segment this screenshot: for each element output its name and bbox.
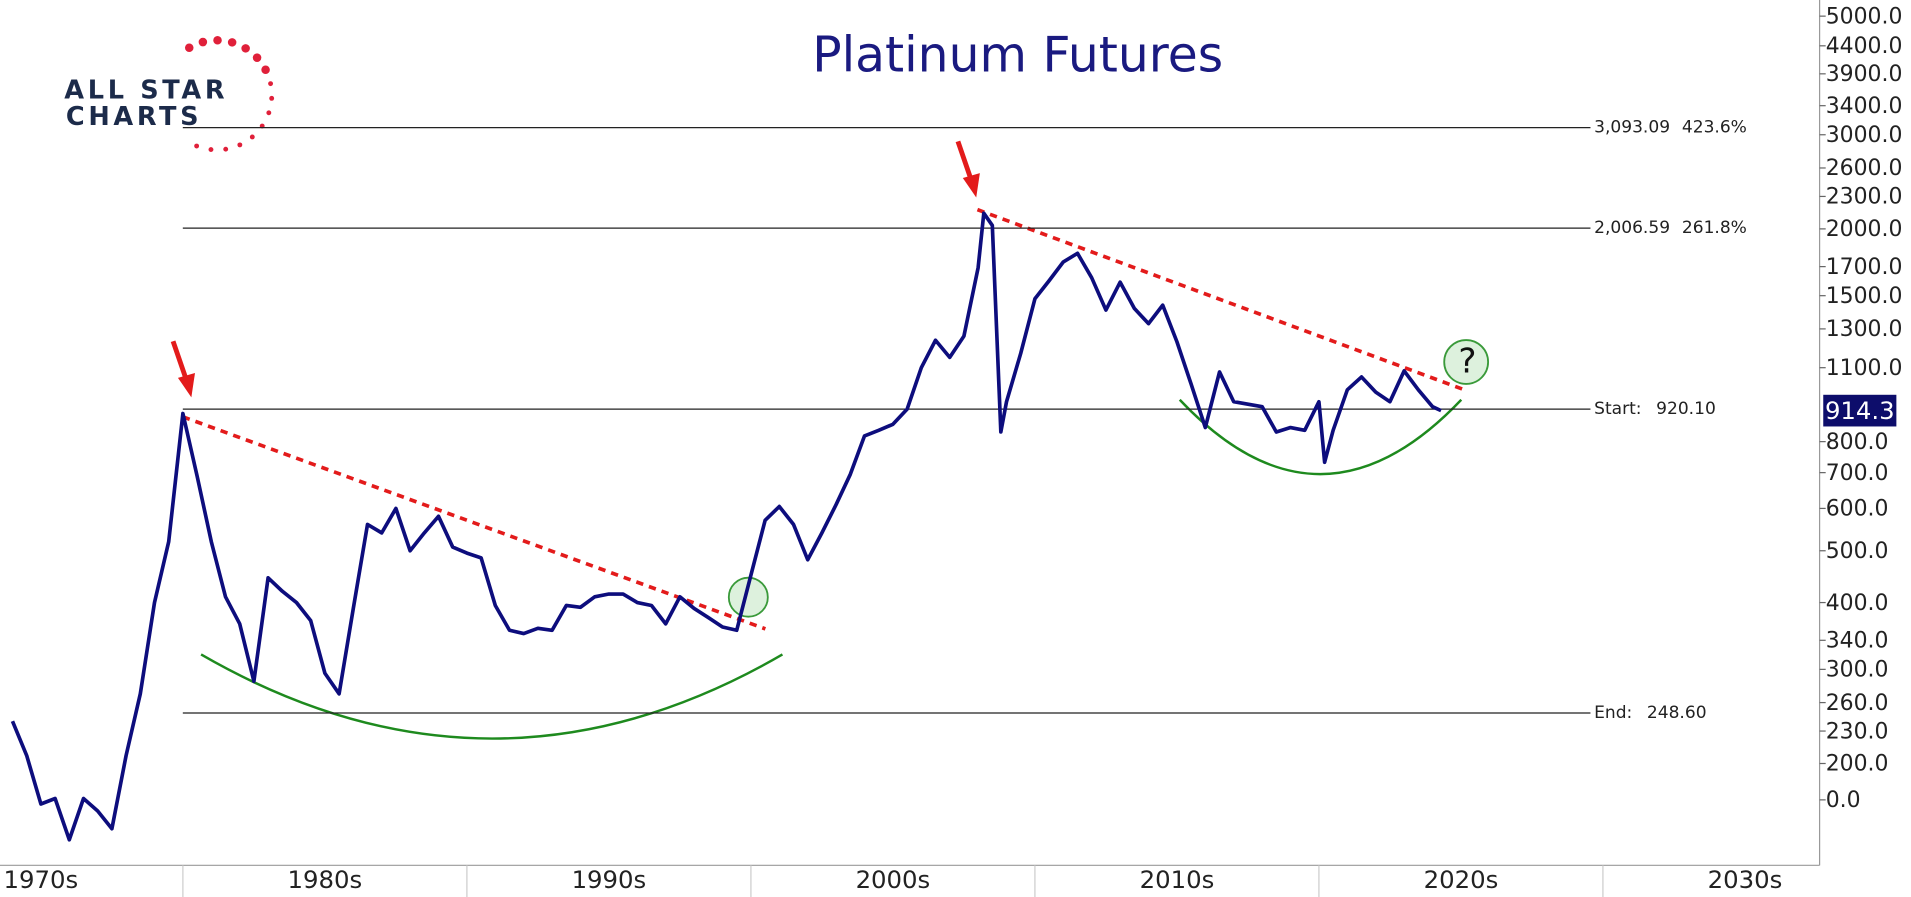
star <box>184 43 194 52</box>
logo-stars <box>184 35 275 153</box>
y-tick-label: 340.0 <box>1826 629 1889 654</box>
y-tick-label: 1100.0 <box>1826 356 1903 381</box>
y-tick-label: 2000.0 <box>1826 217 1903 242</box>
star <box>266 110 272 116</box>
y-tick-label: 0.0 <box>1826 788 1861 813</box>
y-tick-label: 2600.0 <box>1826 156 1903 181</box>
breakout-circle <box>727 576 769 618</box>
y-tick-label: 400.0 <box>1826 591 1889 616</box>
arrow <box>170 340 195 398</box>
level-label: 920.10 <box>1656 399 1716 419</box>
y-tick-label: 3000.0 <box>1826 123 1903 148</box>
trendline <box>976 207 1466 392</box>
x-tick-label: 2000s <box>856 865 931 894</box>
x-tick-label: 1990s <box>572 865 647 894</box>
star <box>223 146 229 152</box>
arrow <box>955 140 980 198</box>
star <box>241 44 250 53</box>
y-tick-label: 600.0 <box>1826 497 1889 522</box>
x-tick-label: 1970s <box>4 865 79 894</box>
y-tick-label: 200.0 <box>1826 752 1889 777</box>
y-tick-label: 4400.0 <box>1826 34 1903 59</box>
base-arc <box>1178 398 1463 476</box>
star <box>227 38 237 47</box>
y-tick-label: 230.0 <box>1826 719 1889 744</box>
x-tick-label: 2020s <box>1424 865 1499 894</box>
x-tick-label: 2030s <box>1708 865 1783 894</box>
level-name: End: <box>1594 703 1632 723</box>
annotations <box>170 35 1490 740</box>
last-price-label: 914.3 <box>1825 396 1895 425</box>
annotation: ? <box>1458 342 1476 382</box>
star <box>208 147 214 153</box>
level-label: 248.60 <box>1647 703 1707 723</box>
star <box>252 53 262 62</box>
trendline <box>182 415 767 631</box>
star <box>268 81 274 87</box>
star <box>213 35 222 45</box>
y-tick-label: 260.0 <box>1826 691 1889 716</box>
y-tick-label: 2300.0 <box>1826 185 1903 210</box>
y-tick-label: 700.0 <box>1826 461 1889 486</box>
y-tick-label: 300.0 <box>1826 658 1889 683</box>
star <box>198 37 208 47</box>
star <box>237 142 243 148</box>
y-tick-label: 1300.0 <box>1826 317 1903 342</box>
y-tick-label: 3900.0 <box>1826 62 1903 87</box>
star <box>269 95 275 101</box>
y-tick-label: 1500.0 <box>1826 284 1903 309</box>
y-tick-label: 5000.0 <box>1826 4 1903 29</box>
logo-text: CHARTS <box>66 102 202 132</box>
question-circle <box>1443 339 1490 385</box>
price-line <box>10 211 1442 842</box>
level-ratio: 423.6% <box>1682 118 1747 138</box>
level-label: 2,006.59 <box>1594 218 1670 238</box>
y-tick-label: 3400.0 <box>1826 94 1903 119</box>
logo-text: ALL STAR <box>64 75 228 105</box>
chart-title: Platinum Futures <box>812 28 1223 84</box>
star <box>261 65 270 75</box>
level-ratio: 261.8% <box>1682 218 1747 238</box>
y-tick-label: 500.0 <box>1826 539 1889 564</box>
star <box>249 134 255 140</box>
level-name: Start: <box>1594 399 1641 419</box>
y-tick-label: 1700.0 <box>1826 255 1903 280</box>
y-tick-label: 800.0 <box>1826 430 1889 455</box>
last-price-box <box>1823 394 1897 427</box>
x-tick-label: 2010s <box>1140 865 1215 894</box>
x-tick-label: 1980s <box>288 865 363 894</box>
star <box>194 143 200 149</box>
base-arc <box>200 653 784 740</box>
level-label: 3,093.09 <box>1594 118 1670 138</box>
